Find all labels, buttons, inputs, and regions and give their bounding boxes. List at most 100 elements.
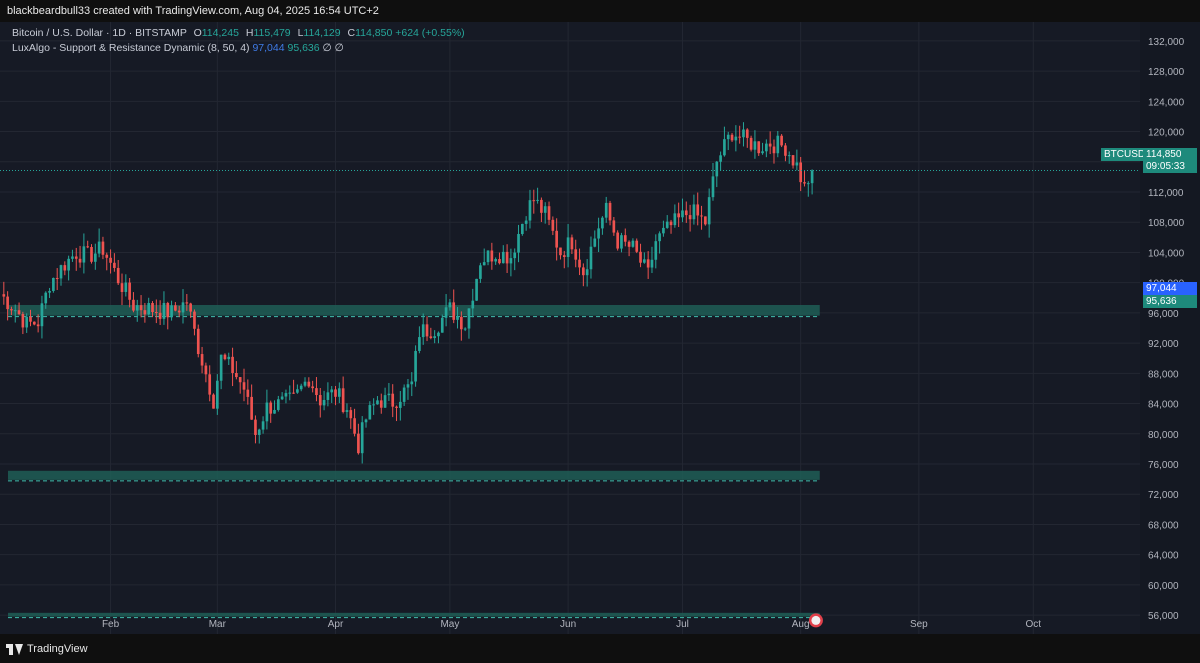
support-level-tag: 95,636: [1143, 295, 1197, 308]
y-tick-label: 132,000: [1148, 37, 1185, 48]
candle-body: [208, 374, 212, 395]
candle-body: [639, 251, 642, 263]
candle-body: [334, 389, 337, 397]
candle-body: [132, 299, 135, 311]
open-label: O: [193, 27, 202, 39]
candle-body: [753, 141, 757, 150]
candle-body: [448, 302, 452, 308]
candle-body: [612, 220, 616, 233]
candle-body: [71, 256, 74, 259]
candle-body: [357, 433, 360, 454]
candle-body: [787, 155, 791, 157]
candle-body: [421, 324, 425, 338]
candle-body: [196, 328, 200, 355]
candle-body: [562, 255, 566, 257]
candle-body: [425, 324, 429, 337]
candle-body: [570, 237, 574, 250]
candle-body: [303, 381, 307, 386]
candle-body: [509, 258, 513, 264]
candle-body: [261, 421, 265, 430]
candle-body: [269, 402, 273, 414]
candle-body: [78, 258, 82, 263]
candle-body: [74, 256, 78, 259]
candle-body: [235, 372, 238, 378]
candle-body: [700, 215, 703, 217]
candle-body: [166, 303, 170, 318]
y-tick-label: 88,000: [1148, 369, 1179, 380]
candle-body: [93, 253, 97, 262]
tradingview-logo-icon: [6, 643, 23, 655]
candle-body: [776, 135, 780, 154]
candle-body: [349, 410, 353, 419]
candle-body: [395, 406, 398, 408]
candle-body: [799, 162, 803, 183]
candle-body: [574, 249, 578, 260]
candle-body: [707, 197, 711, 225]
candle-body: [521, 223, 524, 234]
candle-body: [337, 388, 341, 397]
candle-body: [402, 387, 406, 402]
candle-body: [631, 240, 635, 247]
candle-body: [490, 250, 494, 262]
candle-body: [97, 241, 101, 254]
tradingview-brand: TradingView: [27, 643, 88, 655]
candle-body: [276, 399, 280, 410]
candle-body: [219, 354, 223, 381]
candle-body: [189, 303, 192, 312]
candle-body: [757, 141, 761, 154]
candle-body: [273, 409, 276, 414]
candle-body: [517, 233, 520, 253]
candle-body: [120, 283, 124, 292]
indicator-value-2: 95,636: [287, 42, 320, 54]
candle-body: [555, 230, 558, 248]
candle-body: [242, 382, 246, 390]
candle-body: [658, 233, 661, 242]
candle-body: [440, 317, 444, 333]
candle-body: [280, 396, 284, 400]
candle-body: [623, 235, 627, 242]
candle-body: [604, 202, 608, 218]
candle-body: [566, 237, 570, 257]
candle-body: [254, 419, 257, 435]
indicator-legend-row[interactable]: LuxAlgo - Support & Resistance Dynamic (…: [12, 41, 465, 56]
candle-body: [742, 129, 745, 138]
indicator-extra: ∅ ∅: [322, 42, 344, 54]
candle-body: [311, 386, 314, 389]
candle-body: [418, 337, 421, 351]
candle-body: [616, 232, 619, 249]
x-tick-label: Jun: [560, 619, 576, 630]
y-tick-label: 108,000: [1148, 218, 1185, 229]
candle-body: [433, 336, 436, 339]
candle-body: [307, 381, 311, 387]
y-tick-label: 120,000: [1148, 128, 1185, 139]
x-tick-label: Feb: [102, 619, 120, 630]
candle-body: [124, 282, 128, 292]
candle-body: [589, 246, 593, 270]
candle-body: [803, 182, 806, 184]
candle-body: [44, 292, 48, 304]
candle-body: [215, 380, 219, 409]
candle-body: [543, 206, 547, 213]
candle-body: [185, 302, 189, 304]
candle-body: [498, 259, 501, 264]
candle-body: [582, 267, 585, 276]
candle-body: [559, 247, 562, 256]
candle-body: [67, 258, 70, 271]
chart-plot-area[interactable]: [0, 22, 1140, 634]
tradingview-logo[interactable]: TradingView: [6, 643, 88, 655]
candle-body: [513, 252, 517, 259]
candle-body: [113, 262, 116, 268]
candle-body: [368, 405, 372, 420]
x-tick-label: Aug: [792, 619, 810, 630]
candle-body: [479, 265, 482, 279]
candle-body: [654, 241, 658, 260]
sr-zone: [8, 305, 820, 316]
candle-body: [364, 419, 368, 423]
last-price-tag: 114,850: [1143, 148, 1197, 161]
candle-body: [524, 220, 528, 224]
candle-body: [299, 385, 303, 390]
candle-body: [429, 336, 433, 339]
y-tick-label: 68,000: [1148, 520, 1179, 531]
symbol-legend-row[interactable]: Bitcoin / U.S. Dollar · 1D · BITSTAMP O1…: [12, 26, 465, 41]
